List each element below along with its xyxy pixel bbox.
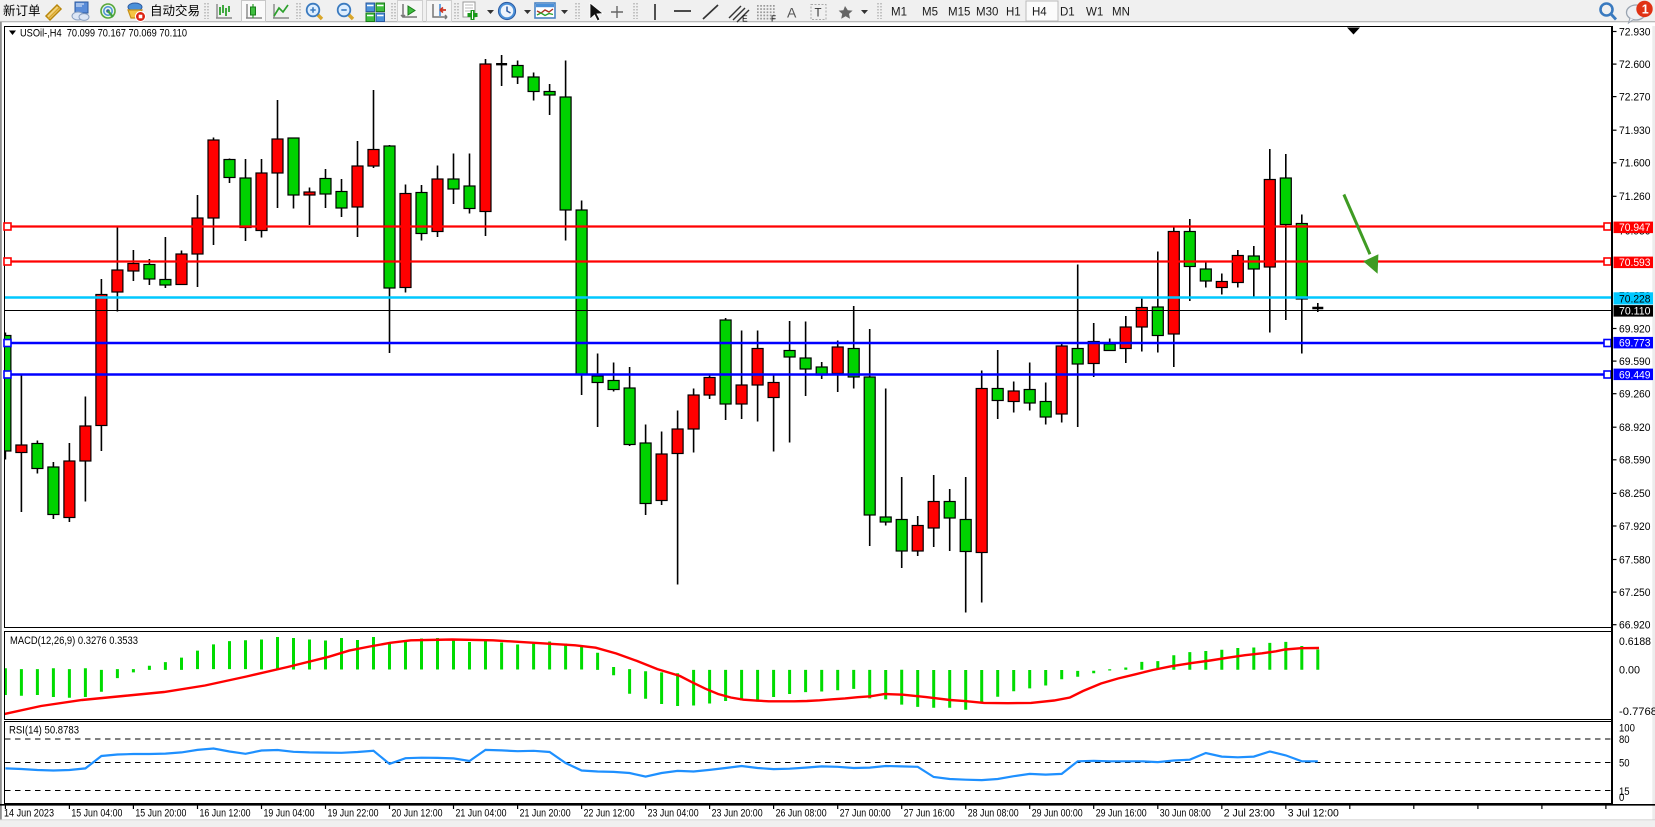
svg-text:自动交易: 自动交易 <box>150 3 200 18</box>
svg-text:28 Jun 08:00: 28 Jun 08:00 <box>968 808 1019 820</box>
svg-text:MACD(12,26,9) 0.3276 0.3533: MACD(12,26,9) 0.3276 0.3533 <box>10 635 138 647</box>
svg-text:M1: M1 <box>891 7 907 19</box>
svg-text:MN: MN <box>1112 7 1130 19</box>
svg-text:67.250: 67.250 <box>1619 587 1651 599</box>
svg-text:D1: D1 <box>1060 7 1075 19</box>
svg-text:68.250: 68.250 <box>1619 488 1651 500</box>
svg-text:M15: M15 <box>948 7 970 19</box>
svg-text:29 Jun 16:00: 29 Jun 16:00 <box>1096 808 1147 820</box>
svg-text:29 Jun 00:00: 29 Jun 00:00 <box>1032 808 1083 820</box>
svg-text:100: 100 <box>1619 722 1635 734</box>
svg-text:70.947: 70.947 <box>1619 222 1651 234</box>
svg-text:E: E <box>742 14 748 24</box>
svg-text:71.600: 71.600 <box>1619 158 1651 170</box>
svg-text:70.110: 70.110 <box>1619 306 1651 318</box>
svg-text:67.580: 67.580 <box>1619 554 1651 566</box>
svg-text:0: 0 <box>1619 792 1624 804</box>
svg-text:RSI(14) 50.8783: RSI(14) 50.8783 <box>9 725 79 737</box>
svg-text:19 Jun 04:00: 19 Jun 04:00 <box>264 808 315 820</box>
svg-text:69.773: 69.773 <box>1619 338 1651 350</box>
svg-text:22 Jun 12:00: 22 Jun 12:00 <box>584 808 635 820</box>
svg-text:69.260: 69.260 <box>1619 389 1651 401</box>
svg-text:67.920: 67.920 <box>1619 521 1651 533</box>
svg-text:26 Jun 08:00: 26 Jun 08:00 <box>776 808 827 820</box>
svg-text:0.6188: 0.6188 <box>1619 636 1651 648</box>
svg-text:72.270: 72.270 <box>1619 91 1651 103</box>
svg-text:15: 15 <box>1619 786 1630 798</box>
svg-text:H1: H1 <box>1006 7 1021 19</box>
svg-text:0.00: 0.00 <box>1619 665 1640 677</box>
svg-text:F: F <box>771 14 776 24</box>
svg-text:15 Jun 04:00: 15 Jun 04:00 <box>71 808 122 820</box>
svg-text:66.920: 66.920 <box>1619 620 1651 632</box>
svg-text:W1: W1 <box>1086 7 1103 19</box>
svg-text:16 Jun 12:00: 16 Jun 12:00 <box>200 808 251 820</box>
svg-text:69.449: 69.449 <box>1619 369 1651 381</box>
svg-text:50: 50 <box>1619 757 1630 769</box>
svg-text:15 Jun 20:00: 15 Jun 20:00 <box>135 808 186 820</box>
svg-text:69.590: 69.590 <box>1619 356 1651 368</box>
svg-text:30 Jun 08:00: 30 Jun 08:00 <box>1160 808 1211 820</box>
svg-text:-0.7768: -0.7768 <box>1619 706 1655 718</box>
svg-text:23 Jun 20:00: 23 Jun 20:00 <box>712 808 763 820</box>
svg-text:71.930: 71.930 <box>1619 125 1651 137</box>
svg-text:20 Jun 12:00: 20 Jun 12:00 <box>392 808 443 820</box>
svg-text:T: T <box>815 8 822 20</box>
svg-text:72.930: 72.930 <box>1619 26 1651 38</box>
svg-text:19 Jun 22:00: 19 Jun 22:00 <box>328 808 379 820</box>
svg-text:2 Jul 23:00: 2 Jul 23:00 <box>1224 808 1275 820</box>
svg-text:21 Jun 20:00: 21 Jun 20:00 <box>520 808 571 820</box>
svg-text:M5: M5 <box>922 7 938 19</box>
svg-text:70.228: 70.228 <box>1619 293 1651 305</box>
svg-text:72.600: 72.600 <box>1619 59 1651 71</box>
svg-text:71.260: 71.260 <box>1619 191 1651 203</box>
svg-text:USOil-,H4 70.099 70.167 70.06: USOil-,H4 70.099 70.167 70.069 70.110 <box>20 28 187 40</box>
svg-text:80: 80 <box>1619 734 1630 746</box>
svg-text:21 Jun 04:00: 21 Jun 04:00 <box>456 808 507 820</box>
svg-text:新订单: 新订单 <box>3 3 41 18</box>
svg-text:69.920: 69.920 <box>1619 323 1651 335</box>
svg-text:M30: M30 <box>976 7 998 19</box>
svg-text:14 Jun 2023: 14 Jun 2023 <box>4 808 54 820</box>
svg-text:A: A <box>787 5 797 21</box>
svg-text:70.593: 70.593 <box>1619 257 1651 269</box>
svg-text:H4: H4 <box>1032 7 1047 19</box>
svg-text:27 Jun 16:00: 27 Jun 16:00 <box>904 808 955 820</box>
svg-text:23 Jun 04:00: 23 Jun 04:00 <box>648 808 699 820</box>
svg-text:1: 1 <box>1642 3 1649 17</box>
svg-text:3 Jul 12:00: 3 Jul 12:00 <box>1288 808 1339 820</box>
svg-text:27 Jun 00:00: 27 Jun 00:00 <box>840 808 891 820</box>
svg-text:68.590: 68.590 <box>1619 455 1651 467</box>
svg-text:68.920: 68.920 <box>1619 422 1651 434</box>
